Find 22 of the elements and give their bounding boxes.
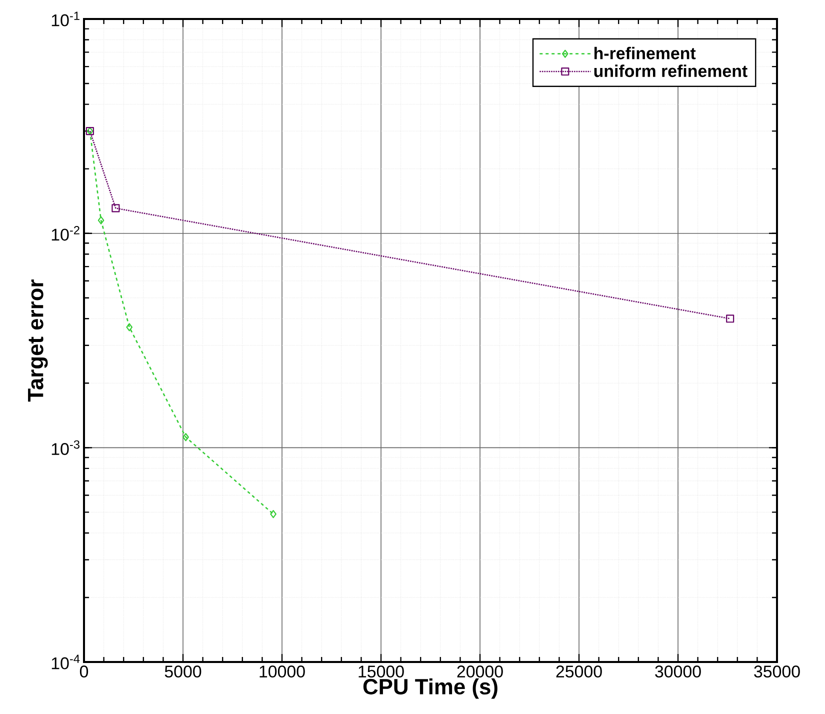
y-tick-label: 10$^{-3}$ — [52, 440, 80, 456]
x-axis-title: CPU Time (s) — [363, 678, 498, 699]
y-tick-label: 10$^{-4}$ — [52, 654, 80, 670]
point — [98, 216, 104, 224]
y-tick-label: 10$^{-2}$ — [52, 226, 80, 241]
point — [726, 314, 734, 323]
x-tick-label: 10000 — [260, 666, 305, 678]
x-tick-label: 35000 — [754, 666, 800, 678]
x-tick-label: 25000 — [556, 666, 602, 678]
x-tick-label: 20000 — [457, 666, 503, 678]
legend-label: h-refinement — [594, 46, 696, 60]
legend-label: uniform refinement — [594, 64, 748, 78]
point — [126, 323, 133, 332]
y-tick-label: 10$^{-1}$ — [52, 12, 80, 26]
y-axis-title: Target error — [28, 280, 48, 402]
point — [112, 204, 120, 212]
point — [182, 433, 189, 442]
x-tick-label: 0 — [80, 666, 88, 678]
x-tick-label: 15000 — [358, 666, 404, 678]
x-tick-label: 5000 — [164, 666, 202, 678]
x-tick-label: 30000 — [655, 666, 701, 678]
point — [270, 510, 276, 518]
